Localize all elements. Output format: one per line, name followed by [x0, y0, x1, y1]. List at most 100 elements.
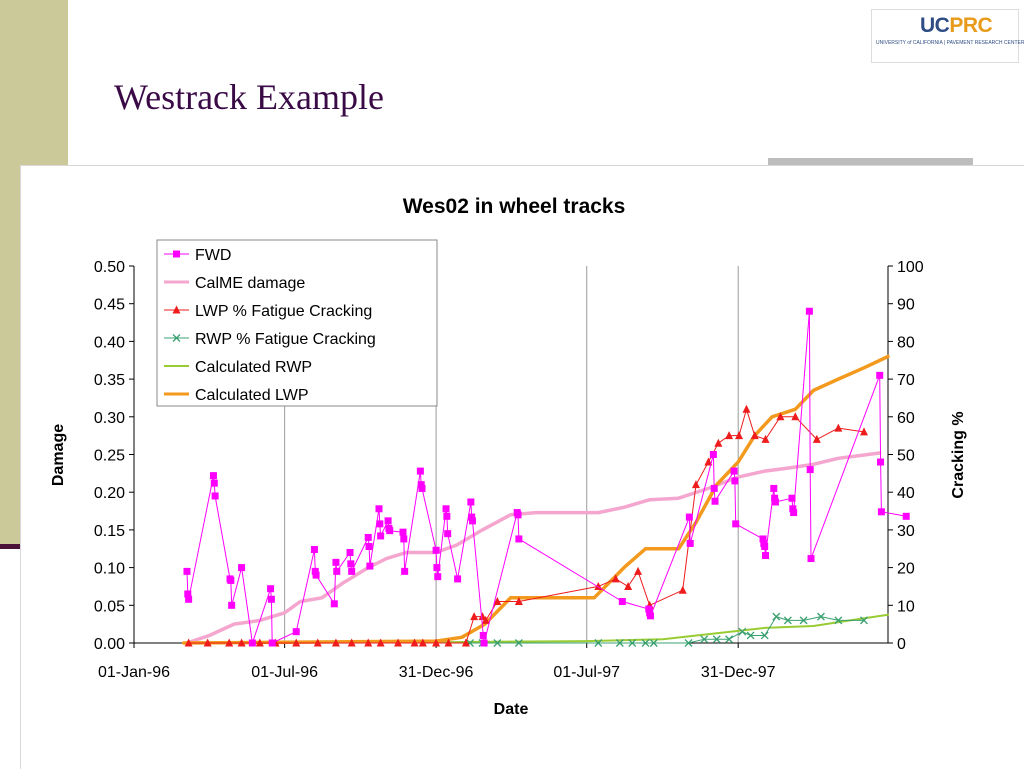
y-tick-label-6: 0.30	[94, 410, 125, 427]
point-fwd-70	[770, 484, 778, 492]
point-lwp-fatigue-cracking-17	[461, 638, 470, 647]
logo-wordmark: UCPRC	[920, 14, 993, 38]
legend-marker-lwp-fatigue-cracking	[172, 305, 181, 314]
point-rwp-fatigue-cracking-15	[760, 631, 769, 640]
point-rwp-fatigue-cracking-19	[816, 612, 825, 621]
point-lwp-fatigue-cracking-28	[678, 585, 687, 594]
point-lwp-fatigue-cracking-14	[418, 638, 427, 647]
point-fwd-15	[310, 546, 318, 554]
point-fwd-63	[730, 467, 738, 475]
series-fwd	[183, 307, 910, 647]
point-rwp-fatigue-cracking-14	[746, 631, 755, 640]
y2-tick-label-4: 40	[897, 485, 915, 502]
point-fwd-26	[366, 562, 374, 570]
point-fwd-8	[228, 601, 236, 609]
point-fwd-10	[248, 639, 256, 647]
point-fwd-58	[685, 513, 693, 521]
point-fwd-61	[710, 484, 718, 492]
y2-tick-label-5: 50	[897, 448, 915, 465]
point-fwd-14	[292, 628, 300, 636]
point-lwp-fatigue-cracking-22	[514, 597, 523, 606]
point-fwd-16	[311, 567, 319, 575]
legend-marker-fwd	[173, 250, 180, 258]
point-lwp-fatigue-cracking-16	[444, 638, 453, 647]
point-lwp-fatigue-cracking-9	[347, 638, 356, 647]
point-rwp-fatigue-cracking-21	[860, 616, 868, 625]
title-accent-bar	[768, 158, 973, 165]
y-axis-label: Damage	[50, 424, 67, 486]
point-lwp-fatigue-cracking-36	[761, 434, 770, 443]
x-tick-label-3: 01-Jul-97	[553, 664, 620, 681]
point-fwd-24	[364, 533, 372, 541]
point-lwp-fatigue-cracking-4	[255, 638, 264, 647]
point-fwd-36	[416, 467, 424, 475]
point-fwd-34	[400, 535, 408, 543]
point-fwd-37	[417, 481, 425, 489]
point-fwd-82	[902, 512, 910, 520]
legend-marker-rwp-fatigue-cracking	[172, 334, 181, 342]
point-fwd-48	[469, 517, 477, 525]
left-accent-rule	[0, 544, 22, 549]
y2-tick-label-2: 20	[897, 561, 915, 578]
point-fwd-7	[227, 576, 235, 584]
point-lwp-fatigue-cracking-25	[624, 581, 633, 590]
point-rwp-fatigue-cracking-6	[628, 639, 637, 647]
chart-svg: Wes02 in wheel tracks Date Damage Cracki…	[50, 195, 967, 718]
point-lwp-fatigue-cracking-33	[735, 431, 744, 440]
logo-prc-text: PRC	[949, 14, 993, 37]
point-fwd-65	[732, 520, 740, 528]
point-lwp-fatigue-cracking-40	[834, 423, 843, 432]
point-lwp-fatigue-cracking-20	[481, 615, 490, 624]
x-tick-label-4: 31-Dec-97	[701, 664, 776, 681]
point-rwp-fatigue-cracking-7	[641, 639, 650, 647]
point-fwd-50	[480, 639, 488, 647]
chart-frame: Wes02 in wheel tracks Date Damage Cracki…	[20, 165, 1024, 769]
point-fwd-35	[401, 567, 409, 575]
point-fwd-40	[433, 564, 441, 572]
point-lwp-fatigue-cracking-30	[704, 457, 713, 466]
point-fwd-52	[514, 511, 522, 519]
point-fwd-42	[442, 505, 450, 513]
y2-tick-label-10: 100	[897, 259, 924, 276]
point-fwd-75	[790, 509, 798, 517]
point-lwp-fatigue-cracking-41	[859, 427, 868, 436]
y2-tick-label-0: 0	[897, 636, 906, 653]
point-fwd-47	[468, 513, 476, 521]
point-rwp-fatigue-cracking-17	[783, 616, 792, 625]
point-fwd-71	[771, 494, 779, 502]
point-fwd-32	[386, 527, 394, 535]
point-fwd-45	[454, 575, 462, 583]
point-fwd-81	[877, 508, 885, 516]
y-tick-label-2: 0.10	[94, 561, 125, 578]
point-fwd-69	[762, 552, 770, 560]
point-fwd-18	[330, 600, 338, 608]
point-fwd-79	[876, 371, 884, 379]
point-rwp-fatigue-cracking-10	[700, 635, 709, 644]
point-fwd-17	[312, 571, 320, 579]
y2-tick-label-8: 80	[897, 334, 915, 351]
y-tick-label-5: 0.25	[94, 448, 125, 465]
point-fwd-5	[211, 492, 219, 500]
y2-tick-label-6: 60	[897, 410, 915, 427]
point-fwd-46	[467, 498, 475, 506]
point-fwd-68	[761, 542, 769, 550]
point-lwp-fatigue-cracking-37	[776, 412, 785, 421]
y2-tick-label-7: 70	[897, 372, 915, 389]
legend-label-fwd: FWD	[195, 247, 231, 264]
point-lwp-fatigue-cracking-18	[470, 612, 479, 621]
y2-tick-label-9: 90	[897, 297, 915, 314]
point-fwd-1	[184, 590, 192, 598]
point-fwd-29	[377, 532, 385, 540]
point-rwp-fatigue-cracking-5	[615, 639, 624, 647]
point-fwd-44	[444, 530, 452, 538]
point-fwd-39	[432, 546, 440, 554]
point-fwd-49	[479, 631, 487, 639]
point-fwd-9	[238, 564, 246, 572]
point-lwp-fatigue-cracking-11	[376, 638, 385, 647]
point-fwd-25	[365, 542, 373, 550]
point-rwp-fatigue-cracking-9	[684, 639, 693, 647]
point-fwd-20	[333, 567, 341, 575]
legend-label-lwp-fatigue-cracking: LWP % Fatigue Cracking	[195, 303, 372, 320]
point-rwp-fatigue-cracking-12	[725, 635, 734, 644]
point-fwd-38	[418, 484, 426, 492]
